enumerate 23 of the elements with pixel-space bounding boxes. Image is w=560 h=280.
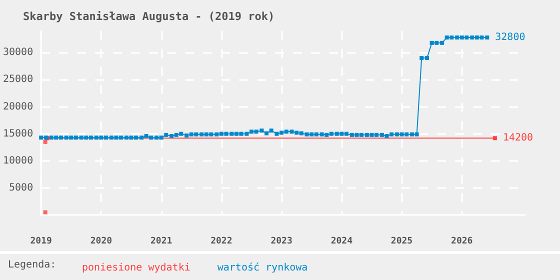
y-tick-label: 5000: [9, 182, 34, 194]
y-tick-label: 10000: [2, 155, 34, 166]
x-tick-label: 2022: [210, 236, 232, 246]
point: [43, 140, 48, 144]
x-tick-label: 2021: [150, 236, 172, 246]
data-label: 32800: [495, 32, 526, 43]
x-tick-label: 2026: [451, 236, 473, 246]
x-tick-label: 2025: [390, 236, 413, 246]
y-tick-label: 15000: [2, 128, 34, 140]
x-tick-label: 2019: [30, 236, 52, 246]
legend-title: Legenda:: [8, 260, 56, 270]
chart-title: Skarby Stanisława Augusta - (2019 rok): [23, 10, 275, 23]
point: [43, 210, 48, 214]
y-tick-label: 25000: [2, 74, 34, 86]
data-label: 14200: [502, 132, 534, 144]
x-tick-label: 2024: [330, 236, 354, 246]
y-tick-label: 30000: [2, 47, 34, 58]
text: poniesione wydatki: [82, 262, 190, 274]
x-tick-label: 2020: [90, 236, 112, 246]
y-tick-label: 20000: [2, 101, 34, 112]
point: [492, 136, 497, 140]
x-tick-label: 2023: [270, 236, 292, 246]
text: wartość rynkowa: [217, 262, 308, 274]
